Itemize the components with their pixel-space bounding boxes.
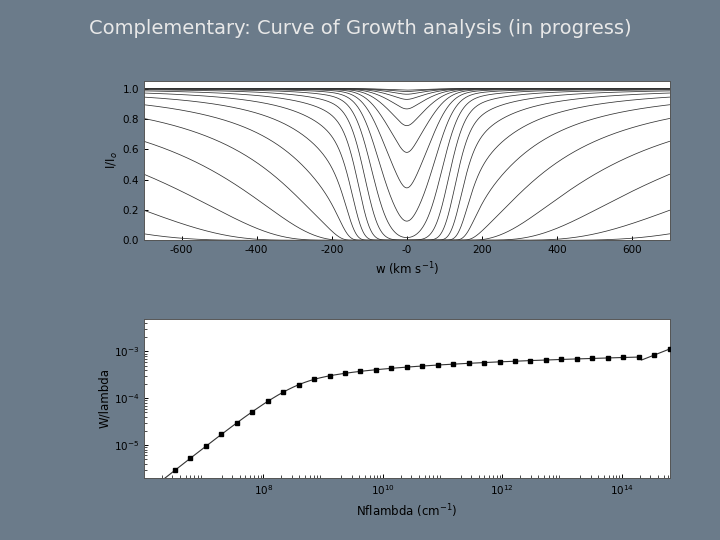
X-axis label: w (km s$^{-1}$): w (km s$^{-1}$) bbox=[374, 261, 439, 278]
X-axis label: Nflambda (cm$^{-1}$): Nflambda (cm$^{-1}$) bbox=[356, 502, 457, 519]
Y-axis label: W/lambda: W/lambda bbox=[98, 368, 111, 428]
Y-axis label: I/I$_o$: I/I$_o$ bbox=[105, 152, 120, 170]
Text: Complementary: Curve of Growth analysis (in progress): Complementary: Curve of Growth analysis … bbox=[89, 19, 631, 38]
